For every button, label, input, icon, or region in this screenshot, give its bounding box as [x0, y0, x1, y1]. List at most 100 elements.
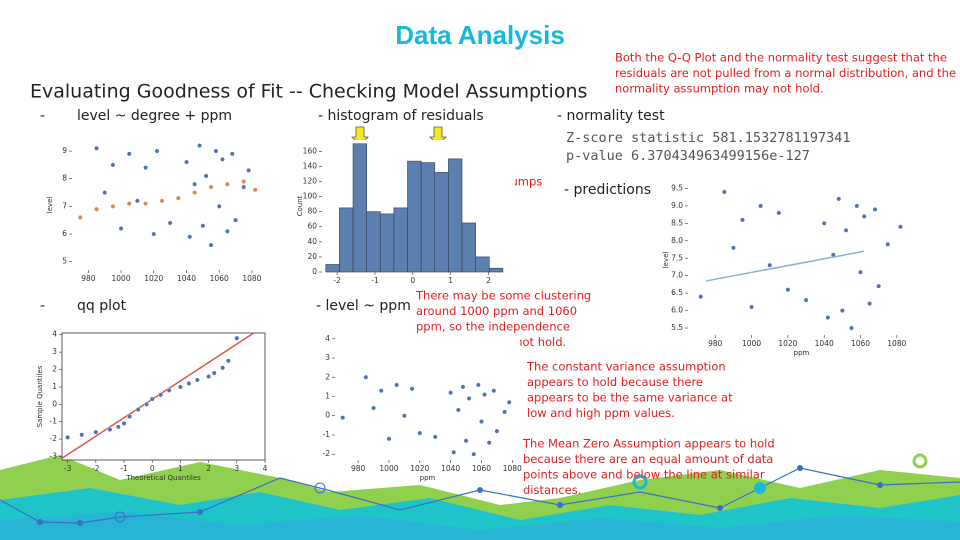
annotation: The Mean Zero Assumption appears to hold	[522, 437, 775, 451]
y-tick-label: 40	[307, 237, 317, 246]
y-tick-label: -1	[323, 430, 331, 439]
y-tick-label: 9.5	[671, 183, 683, 192]
x-tick-label: 0	[150, 464, 155, 473]
point	[127, 414, 133, 419]
bar	[366, 211, 381, 273]
point	[115, 424, 121, 430]
point	[143, 201, 149, 207]
point	[479, 419, 484, 424]
point	[740, 217, 745, 223]
y-tick-label: -1	[50, 417, 58, 426]
point	[135, 407, 141, 412]
annotation: The constant variance assumption	[526, 360, 726, 374]
x-tick-label: 1040	[441, 464, 460, 473]
point	[409, 386, 415, 392]
y-axis-label: level	[662, 252, 670, 269]
x-tick-label: 1080	[887, 339, 906, 348]
annotation: low and high ppm values.	[527, 406, 675, 420]
chart: 980 1000 1020 1040 1060 1080 5.5 6.0 6.5 7.0 7.5 8.…	[662, 183, 915, 357]
point	[394, 382, 400, 388]
point	[158, 392, 164, 398]
chart: 980 1000 1020 1040 1060 1080 5 6 7 8 9 level	[46, 140, 265, 283]
x-tick-label: 1080	[503, 464, 522, 473]
x-tick-label: 3	[234, 464, 239, 473]
x-tick-label: -1	[120, 464, 128, 473]
point	[213, 148, 219, 154]
x-tick-label: 1	[448, 276, 453, 285]
point	[175, 195, 181, 201]
code-line: Z-score statistic 581.1532781197341	[566, 130, 850, 146]
section-heading: - predictions	[564, 182, 651, 198]
point	[121, 421, 127, 426]
plot-area	[688, 185, 915, 335]
annotation: normality assumption may not hold.	[615, 82, 824, 96]
bar	[407, 160, 422, 273]
point	[77, 215, 83, 220]
title: Data Analysis	[395, 20, 565, 50]
point	[448, 390, 454, 396]
x-tick-label: 980	[81, 274, 96, 283]
point	[767, 262, 773, 268]
point	[401, 413, 407, 419]
x-tick-label: -3	[64, 464, 72, 473]
point	[151, 231, 157, 237]
point	[506, 399, 512, 405]
point	[839, 308, 845, 313]
y-tick-label: -2	[323, 449, 331, 458]
point	[178, 384, 183, 390]
y-tick-label: 1	[52, 382, 57, 391]
bar	[475, 256, 490, 273]
bar	[420, 162, 436, 273]
point	[776, 210, 782, 216]
chart: -3 -2 -1 0 1 2 3 4 -3 -2 -1 0 1 2 3 4 Theoretical Quanti…	[36, 330, 268, 482]
y-tick-label: 8.0	[671, 236, 683, 245]
point	[194, 377, 200, 383]
y-tick-label: 160	[303, 146, 318, 155]
bullet: -	[40, 108, 45, 124]
code-line: p-value 6.370434963499156e-127	[566, 148, 810, 164]
bar	[434, 172, 449, 273]
x-tick-label: 1080	[242, 274, 261, 283]
x-tick-label: -1	[371, 276, 379, 285]
y-tick-label: 140	[303, 161, 318, 170]
y-tick-label: 20	[307, 252, 317, 261]
point	[184, 159, 189, 165]
point	[93, 429, 99, 435]
point	[721, 189, 727, 195]
point	[208, 184, 214, 190]
point	[167, 220, 173, 226]
point	[192, 190, 198, 195]
x-tick-label: 1000	[112, 274, 131, 283]
annotation: points above and below the line at simil…	[523, 468, 765, 482]
point	[898, 224, 903, 230]
point	[758, 203, 764, 209]
point	[143, 165, 149, 171]
point	[876, 283, 882, 289]
x-tick-label: 1020	[778, 339, 797, 348]
plot-area	[335, 333, 520, 460]
point	[166, 388, 172, 393]
point	[220, 365, 226, 371]
line	[706, 250, 865, 282]
y-tick-label: 80	[307, 207, 317, 216]
point	[858, 269, 863, 275]
y-tick-label: 4	[52, 330, 57, 339]
section-heading: qq plot	[77, 298, 127, 314]
point	[186, 381, 192, 386]
y-tick-label: -2	[50, 434, 58, 443]
point	[363, 374, 369, 380]
point	[731, 245, 736, 251]
point	[861, 213, 867, 219]
y-tick-label: 2	[52, 365, 57, 374]
annotation: ppm, so the independence	[416, 320, 570, 334]
point	[233, 217, 238, 223]
section-heading: level ~ degree + ppm	[77, 108, 232, 124]
bar	[339, 207, 354, 273]
subtitle: Evaluating Goodness of Fit -- Checking M…	[30, 81, 587, 103]
point	[234, 335, 240, 341]
point	[466, 396, 472, 401]
x-axis-label: ppm	[420, 474, 436, 482]
chart: 980 1000 1020 1040 1060 1080 -2 -1 0 1 2 3 4 ppm	[323, 333, 522, 482]
